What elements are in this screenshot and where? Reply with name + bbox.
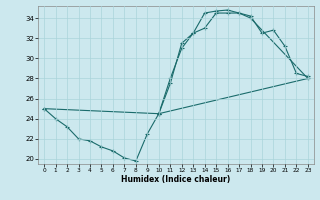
X-axis label: Humidex (Indice chaleur): Humidex (Indice chaleur)	[121, 175, 231, 184]
